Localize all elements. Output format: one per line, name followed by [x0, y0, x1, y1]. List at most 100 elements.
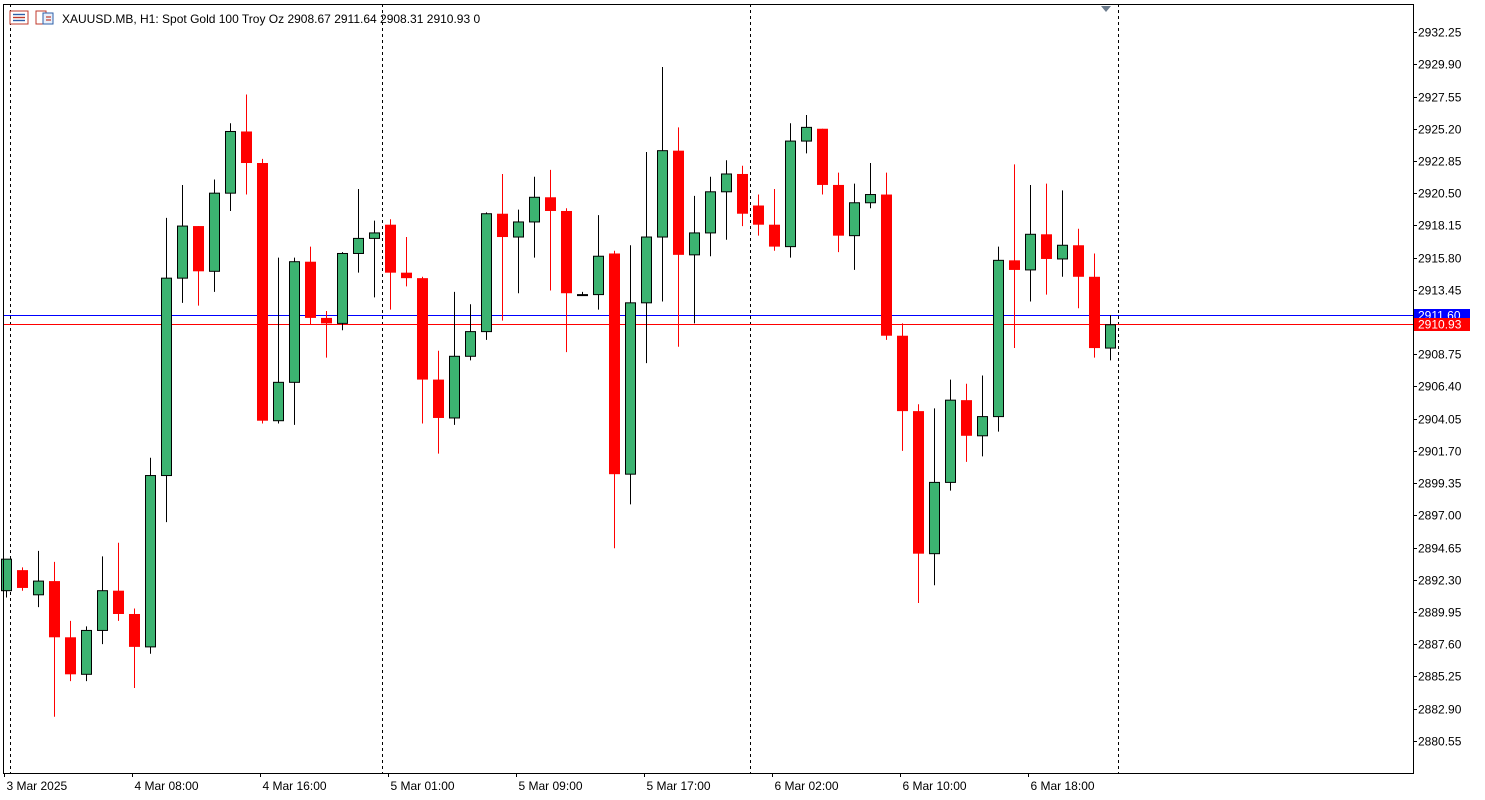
price-axis: 2932.25 2929.90 2927.55 2925.20 2922.85 2920.…	[1413, 26, 1462, 749]
symbol-icon[interactable]	[35, 10, 54, 25]
candle	[65, 620, 76, 682]
candle	[193, 226, 204, 306]
candle-body-bull	[465, 331, 476, 357]
candle	[625, 245, 636, 505]
price-tick-label: 2892.30	[1418, 574, 1462, 588]
time-tick-label: 6 Mar 02:00	[775, 779, 839, 793]
ohlc-low: 2908.31	[380, 12, 424, 26]
price-tick-label: 2882.90	[1418, 703, 1462, 717]
candle-body-bull	[993, 259, 1004, 418]
tick-volume: 0	[474, 12, 481, 26]
candle	[1009, 164, 1020, 349]
candle-body-bull	[369, 232, 380, 239]
candle	[1057, 190, 1068, 277]
chart-shift-marker-icon[interactable]	[1101, 6, 1111, 12]
candle	[673, 127, 684, 347]
candle-body-bear	[1041, 234, 1052, 259]
time-tick-label: 3 Mar 2025	[7, 779, 68, 793]
candle-body-bear	[897, 335, 908, 412]
candle	[273, 257, 284, 424]
candle	[769, 189, 780, 251]
price-lines	[4, 315, 1413, 325]
title-separator: ,	[133, 12, 140, 26]
candle	[385, 219, 396, 310]
candle-body-bull	[289, 261, 300, 383]
candle-body-bull	[449, 355, 460, 419]
time-tick-label: 6 Mar 10:00	[903, 779, 967, 793]
candle	[417, 276, 428, 424]
candle	[145, 457, 156, 654]
price-tick-label: 2894.65	[1418, 542, 1462, 556]
candle	[529, 176, 540, 258]
candle	[657, 67, 668, 302]
candle	[225, 123, 236, 211]
candle-body-bear	[129, 613, 140, 647]
candle	[833, 172, 844, 253]
candle-body-bear	[113, 590, 124, 614]
candle-body-bear	[561, 210, 572, 294]
candle-body-bear	[385, 224, 396, 273]
candle	[33, 550, 44, 608]
candle	[689, 195, 700, 324]
time-tick-label: 5 Mar 09:00	[519, 779, 583, 793]
candle-body-bear	[305, 261, 316, 318]
candle-body-bull	[161, 277, 172, 477]
candle	[81, 626, 92, 682]
candle-body-bear	[1009, 260, 1020, 270]
candle-body-bear	[17, 570, 28, 588]
price-tick-label: 2918.15	[1418, 219, 1462, 233]
candle-body-bull	[1057, 244, 1068, 260]
price-tick-label: 2887.60	[1418, 638, 1462, 652]
price-tick-label: 2897.00	[1418, 509, 1462, 523]
candle	[481, 212, 492, 340]
candle-body-bull	[785, 140, 796, 248]
candle-body-bull	[81, 629, 92, 675]
symbol-description: Spot Gold 100 Troy Oz	[162, 12, 284, 26]
timeframe: H1:	[140, 12, 159, 26]
time-tick-label: 6 Mar 18:00	[1031, 779, 1095, 793]
candle	[801, 115, 812, 154]
candle	[753, 194, 764, 236]
bid-price-label-text: 2910.93	[1418, 318, 1462, 332]
candle	[369, 220, 380, 298]
candle-body-bear	[817, 128, 828, 185]
chart-menu-icon[interactable]	[9, 10, 29, 25]
candle	[241, 94, 252, 195]
candle-body-bull	[929, 481, 940, 555]
candle-body-bull	[721, 173, 732, 193]
candle-body-bear	[673, 150, 684, 255]
candles	[1, 67, 1116, 717]
price-tick-label: 2899.35	[1418, 477, 1462, 491]
candle-body-bull	[513, 221, 524, 238]
candle	[401, 237, 412, 287]
candle	[465, 304, 476, 361]
candle-body-bull	[1025, 233, 1036, 271]
candle	[337, 252, 348, 331]
candle	[593, 215, 604, 310]
candle	[1, 558, 12, 598]
candle-body-bear	[1089, 276, 1100, 349]
candle-body-bull	[689, 232, 700, 256]
candle	[913, 404, 924, 604]
candle	[321, 311, 332, 358]
price-tick-label: 2929.90	[1418, 58, 1462, 72]
candle	[289, 257, 300, 425]
price-tick-label: 2932.25	[1418, 26, 1462, 40]
candle	[97, 556, 108, 645]
candle	[1089, 253, 1100, 358]
ohlc-high: 2911.64	[334, 12, 377, 26]
candle-body-bull	[577, 294, 588, 297]
price-tick-label: 2908.75	[1418, 348, 1462, 362]
candle-body-bear	[193, 226, 204, 272]
candle-body-bull	[353, 237, 364, 254]
candle	[785, 123, 796, 258]
candle	[609, 250, 620, 549]
svg-text:XAUUSD.MB, H1: Spot Gold 100: XAUUSD.MB, H1: Spot Gold 100 Troy Oz 290…	[62, 12, 481, 26]
candle	[737, 165, 748, 227]
candle-body-bear	[545, 197, 556, 211]
symbol-name: XAUUSD.MB	[62, 12, 133, 26]
candle-body-bull	[1105, 324, 1116, 349]
candle-body-bull	[1, 558, 12, 592]
candle-body-bear	[497, 213, 508, 238]
